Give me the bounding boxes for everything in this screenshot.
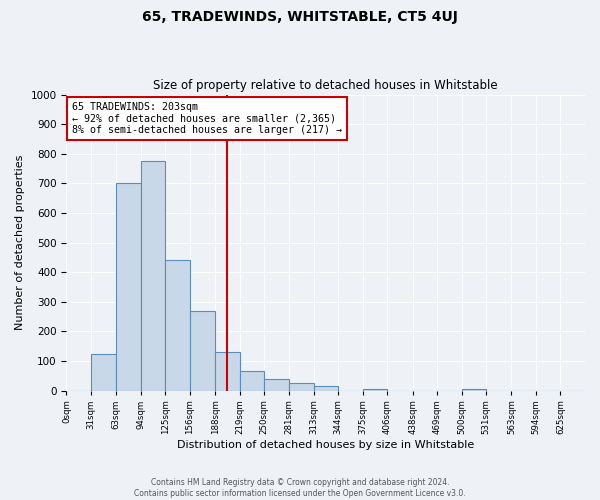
Bar bbox=[91, 354, 116, 391]
Text: 65, TRADEWINDS, WHITSTABLE, CT5 4UJ: 65, TRADEWINDS, WHITSTABLE, CT5 4UJ bbox=[142, 10, 458, 24]
X-axis label: Distribution of detached houses by size in Whitstable: Distribution of detached houses by size … bbox=[177, 440, 475, 450]
Bar bbox=[165, 260, 190, 390]
Bar bbox=[264, 378, 289, 390]
Bar bbox=[314, 386, 338, 390]
Bar bbox=[215, 352, 239, 391]
Bar bbox=[116, 184, 141, 390]
Bar bbox=[190, 310, 215, 390]
Text: Contains HM Land Registry data © Crown copyright and database right 2024.
Contai: Contains HM Land Registry data © Crown c… bbox=[134, 478, 466, 498]
Bar bbox=[363, 389, 388, 390]
Title: Size of property relative to detached houses in Whitstable: Size of property relative to detached ho… bbox=[154, 79, 498, 92]
Bar bbox=[461, 389, 486, 390]
Bar bbox=[239, 372, 264, 390]
Bar bbox=[289, 383, 314, 390]
Y-axis label: Number of detached properties: Number of detached properties bbox=[15, 155, 25, 330]
Bar bbox=[141, 161, 165, 390]
Text: 65 TRADEWINDS: 203sqm
← 92% of detached houses are smaller (2,365)
8% of semi-de: 65 TRADEWINDS: 203sqm ← 92% of detached … bbox=[71, 102, 341, 135]
